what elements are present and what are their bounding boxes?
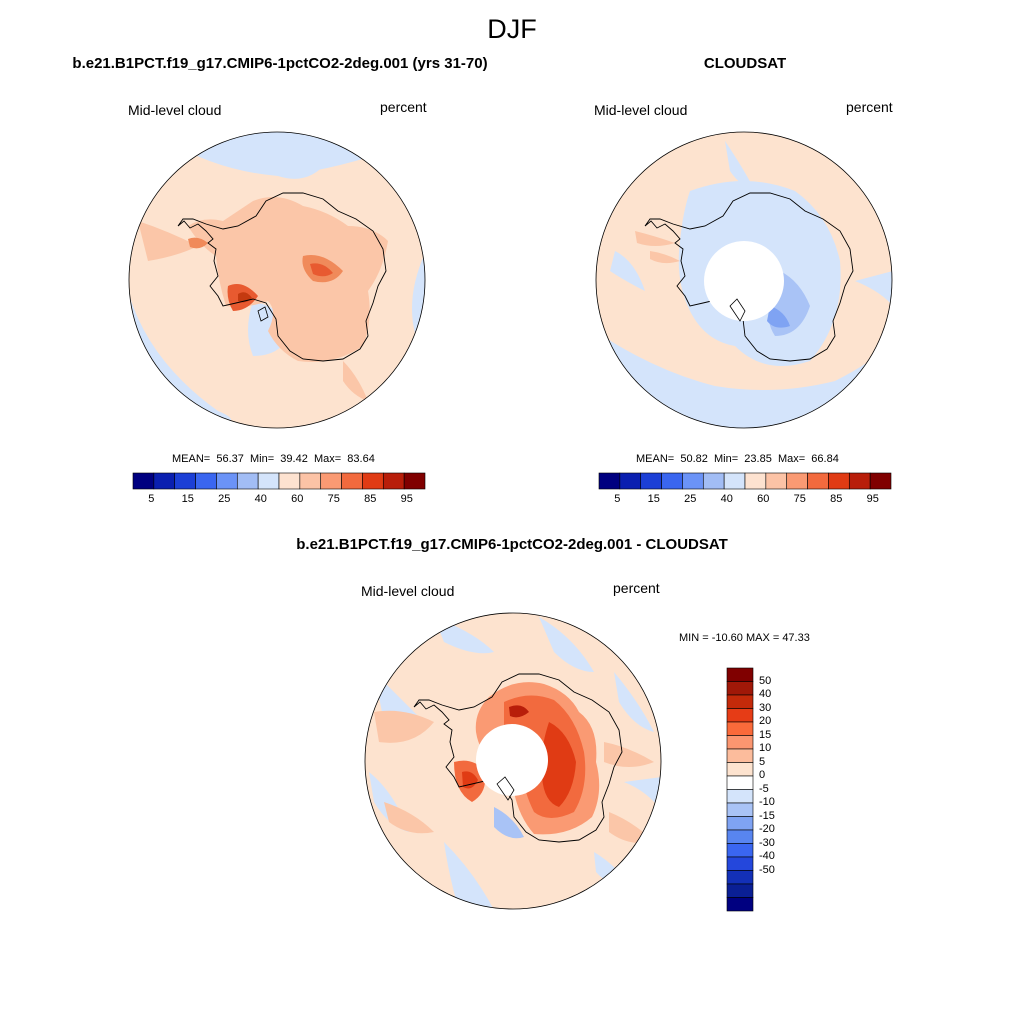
panel2-colorbar-box [682,472,704,490]
panel1-colorbar-tick-label: 60 [291,493,304,505]
panel1-colorbar-box [132,472,155,490]
main-title: DJF [487,14,537,44]
panel2-colorbar-box [786,472,808,490]
panel3-colorbar-box [726,762,754,777]
panel1-colorbar-box [403,472,426,490]
panel3-colorbar-tick-label: 30 [759,701,772,714]
panel2-colorbar-tick-label: 15 [647,493,660,505]
panel3-colorbar-tick-label: 40 [759,688,772,700]
panel2-colorbar-box [702,472,725,490]
panel1-left-label: Mid-level cloud [128,102,222,118]
panel3-colorbar-box [726,681,754,696]
panel3-colorbar-box [726,789,754,804]
panel3-colorbar-tick-label: -30 [759,836,775,849]
panel3-colorbar-box [726,775,754,790]
panel3-colorbar-box [726,721,754,736]
panel1-colorbar-tick-label: 5 [148,493,155,505]
panel1-colorbar-tick-label: 15 [181,493,194,505]
panel1-colorbar-box [341,472,363,490]
panel1-colorbar-box [382,472,405,490]
panel3-title: b.e21.B1PCT.f19_g17.CMIP6-1pctCO2-2deg.0… [296,536,728,553]
panel2-colorbar-tick-label: 85 [830,493,843,505]
panel2-colorbar-box [619,472,642,490]
panel3-colorbar-tick-label: -50 [759,863,775,876]
panel2-right-label: percent [846,99,893,115]
panel2-colorbar-tick-label: 75 [793,493,806,505]
panel3-colorbar-box [726,883,754,898]
panel3-colorbar-box [726,816,754,831]
panel3-colorbar-box [726,897,754,912]
panel3-colorbar-box [726,735,754,750]
panel2-colorbar-tick-label: 25 [684,493,697,505]
panel3-colorbar-box [726,708,754,723]
panel2-colorbar-box [661,472,683,490]
panel1-colorbar-box [153,472,176,490]
panel1-colorbar-box [257,472,280,490]
panel3-colorbar-tick-label: 20 [759,715,772,727]
panel3-colorbar-tick-label: -10 [759,796,775,808]
panel3-colorbar-box [726,870,754,885]
panel3-colorbar-box [726,856,754,871]
panel2-left-label: Mid-level cloud [594,102,688,118]
panel2-colorbar-box [828,472,850,490]
panel3-colorbar-tick-label: 0 [759,769,766,781]
panel1-map [128,131,426,429]
panel1-colorbar [132,472,426,490]
panel2-colorbar-box [723,472,746,490]
panel1-colorbar-box [362,472,384,490]
panel1-right-label: percent [380,99,427,115]
panel3-colorbar-box [726,843,754,858]
panel3-left-label: Mid-level cloud [361,583,455,599]
panel2-colorbar-tick-label: 40 [720,493,733,505]
panel3-colorbar-box [726,694,754,709]
panel3-colorbar-tick-label: -15 [759,809,775,822]
panel3-colorbar-box [726,829,754,844]
panel2-colorbar-box [807,472,829,490]
panel1-colorbar-tick-label: 25 [218,493,231,505]
panel2-colorbar-box [640,472,662,490]
panel2-colorbar-box [869,472,892,490]
panel3-colorbar-box [726,667,754,682]
panel1-colorbar-ticks: 5 15 25 40 60 75 85 95 [133,493,425,507]
panel1-colorbar-tick-label: 95 [400,493,413,505]
panel1-colorbar-box [320,472,342,490]
panel2-stats: MEAN= 50.82 Min= 23.85 Max= 66.84 [636,453,839,465]
panel2-colorbar-tick-label: 95 [866,493,879,505]
panel3-colorbar-tick-label: -40 [759,850,775,862]
panel3-colorbar-tick-label: 15 [759,728,772,741]
panel2-colorbar-box [765,472,788,490]
panel2-colorbar-box [848,472,871,490]
panel1-colorbar-box [216,472,238,490]
panel3-colorbar [726,667,754,912]
panel1-colorbar-tick-label: 40 [254,493,267,505]
panel1-title: b.e21.B1PCT.f19_g17.CMIP6-1pctCO2-2deg.0… [72,55,488,72]
panel1-colorbar-box [174,472,196,490]
panel3-map [364,612,662,910]
panel1-colorbar-box [299,472,322,490]
panel1-colorbar-box [195,472,217,490]
panel1-stats: MEAN= 56.37 Min= 39.42 Max= 83.64 [172,453,375,465]
panel3-stats: MIN = -10.60 MAX = 47.33 [679,632,810,644]
panel1-colorbar-tick-label: 75 [327,493,340,505]
panel2-colorbar-ticks: 5 15 25 40 60 75 85 95 [599,493,891,507]
panel2-colorbar-box [744,472,767,490]
panel2-colorbar [598,472,892,490]
panel2-map [595,131,893,429]
panel1-colorbar-tick-label: 85 [364,493,377,505]
panel3-colorbar-box [726,748,754,763]
panel3-colorbar-box [726,802,754,817]
panel1-colorbar-box [236,472,259,490]
panel2-colorbar-tick-label: 5 [614,493,621,505]
panel3-right-label: percent [613,580,660,596]
panel1-colorbar-box [278,472,301,490]
panel3-colorbar-tick-label: 10 [759,742,772,754]
panel2-title: CLOUDSAT [703,55,787,72]
panel3-colorbar-tick-label: 5 [759,755,766,768]
panel3-colorbar-ticks: 50 40 30 20 15 10 5 0 -5 -10 -15 -20 -30 -40 -50 [759,668,799,911]
panel3-colorbar-tick-label: -20 [759,823,775,835]
panel3-colorbar-tick-label: -5 [759,782,769,795]
panel2-colorbar-box [598,472,621,490]
panel2-colorbar-tick-label: 60 [757,493,770,505]
panel3-colorbar-tick-label: 50 [759,674,772,687]
